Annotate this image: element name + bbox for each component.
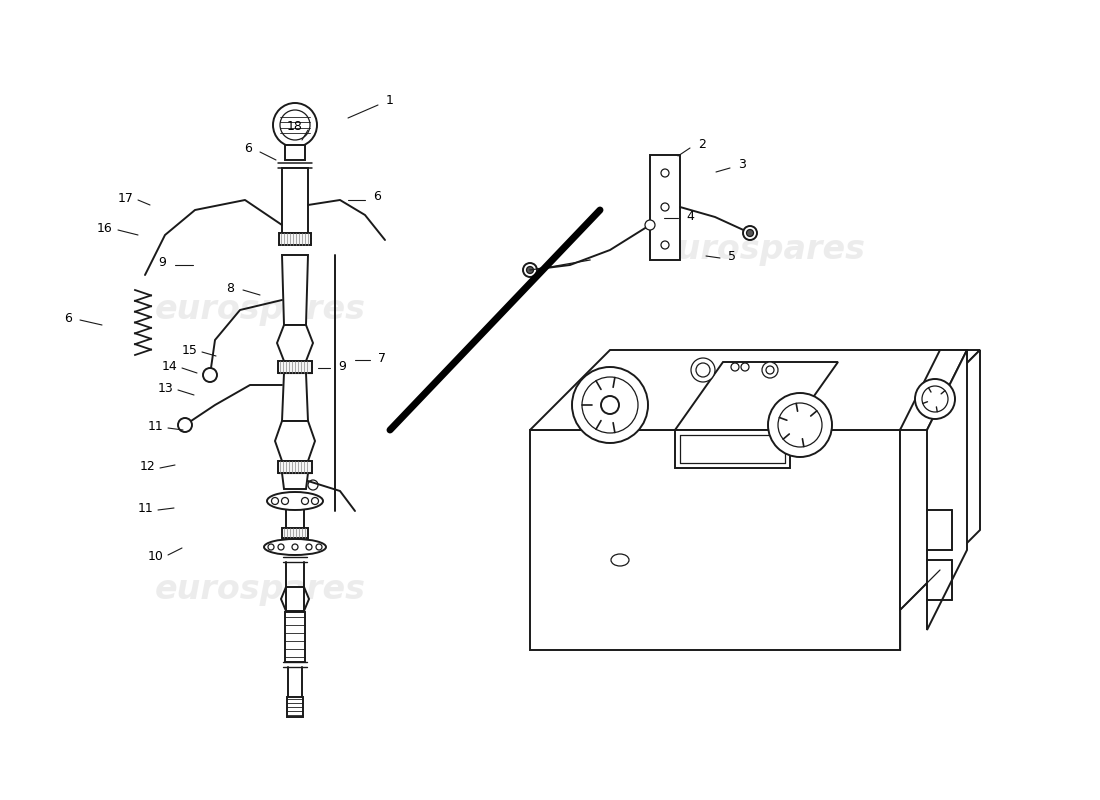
- Circle shape: [316, 544, 322, 550]
- Polygon shape: [675, 362, 838, 430]
- Text: 9: 9: [158, 257, 166, 270]
- Ellipse shape: [610, 554, 629, 566]
- Circle shape: [645, 220, 654, 230]
- Text: 6: 6: [373, 190, 381, 203]
- Circle shape: [778, 403, 822, 447]
- Circle shape: [282, 498, 288, 505]
- Polygon shape: [530, 350, 980, 430]
- Circle shape: [292, 544, 298, 550]
- Polygon shape: [900, 350, 967, 430]
- Ellipse shape: [267, 492, 323, 510]
- Circle shape: [522, 263, 537, 277]
- Text: 13: 13: [158, 382, 174, 394]
- Circle shape: [582, 377, 638, 433]
- Text: 1: 1: [386, 94, 394, 106]
- Text: 6: 6: [244, 142, 252, 154]
- Circle shape: [278, 544, 284, 550]
- Circle shape: [272, 498, 278, 505]
- Text: 5: 5: [728, 250, 736, 262]
- Text: eurospares: eurospares: [654, 574, 866, 606]
- Circle shape: [766, 366, 774, 374]
- Circle shape: [762, 362, 778, 378]
- Text: 17: 17: [118, 191, 134, 205]
- Circle shape: [732, 363, 739, 371]
- Polygon shape: [282, 255, 308, 325]
- Text: 15: 15: [183, 343, 198, 357]
- Circle shape: [661, 203, 669, 211]
- Polygon shape: [275, 421, 315, 461]
- Text: 3: 3: [738, 158, 746, 171]
- Bar: [282, 528, 308, 538]
- Polygon shape: [280, 587, 309, 611]
- Polygon shape: [900, 350, 980, 610]
- Bar: [285, 145, 305, 160]
- Bar: [279, 233, 311, 245]
- Circle shape: [696, 363, 710, 377]
- Circle shape: [268, 544, 274, 550]
- Bar: [285, 612, 305, 662]
- Text: eurospares: eurospares: [654, 234, 866, 266]
- Bar: [278, 361, 312, 373]
- Polygon shape: [675, 430, 790, 468]
- Circle shape: [178, 418, 192, 432]
- Circle shape: [527, 266, 534, 274]
- Text: 11: 11: [139, 502, 154, 515]
- Circle shape: [768, 393, 832, 457]
- Circle shape: [301, 498, 308, 505]
- Circle shape: [741, 363, 749, 371]
- Text: 11: 11: [148, 419, 164, 433]
- Text: 10: 10: [148, 550, 164, 562]
- Circle shape: [915, 379, 955, 419]
- Circle shape: [922, 386, 948, 412]
- Bar: [282, 168, 308, 233]
- Circle shape: [572, 367, 648, 443]
- Bar: [278, 461, 312, 473]
- Circle shape: [311, 498, 319, 505]
- Text: 18: 18: [287, 121, 303, 134]
- Circle shape: [661, 241, 669, 249]
- Text: 6: 6: [64, 311, 72, 325]
- Polygon shape: [277, 325, 313, 361]
- Circle shape: [742, 226, 757, 240]
- Text: 16: 16: [97, 222, 113, 234]
- Circle shape: [308, 480, 318, 490]
- Text: 4: 4: [686, 210, 694, 222]
- Text: eurospares: eurospares: [154, 574, 365, 606]
- Circle shape: [280, 110, 310, 140]
- Text: 14: 14: [162, 359, 178, 373]
- Bar: [287, 697, 303, 717]
- Text: 9: 9: [338, 359, 345, 373]
- Text: 12: 12: [140, 461, 156, 474]
- Circle shape: [273, 103, 317, 147]
- Text: eurospares: eurospares: [154, 294, 365, 326]
- Polygon shape: [927, 350, 967, 630]
- Polygon shape: [282, 473, 308, 489]
- Polygon shape: [282, 373, 308, 421]
- Polygon shape: [530, 430, 900, 650]
- Text: 7: 7: [378, 351, 386, 365]
- Circle shape: [747, 230, 754, 237]
- Text: 2: 2: [698, 138, 706, 151]
- Text: 8: 8: [226, 282, 234, 294]
- Circle shape: [691, 358, 715, 382]
- Circle shape: [661, 169, 669, 177]
- Circle shape: [204, 368, 217, 382]
- Circle shape: [601, 396, 619, 414]
- Bar: [650, 155, 680, 260]
- Ellipse shape: [264, 539, 326, 555]
- Circle shape: [306, 544, 312, 550]
